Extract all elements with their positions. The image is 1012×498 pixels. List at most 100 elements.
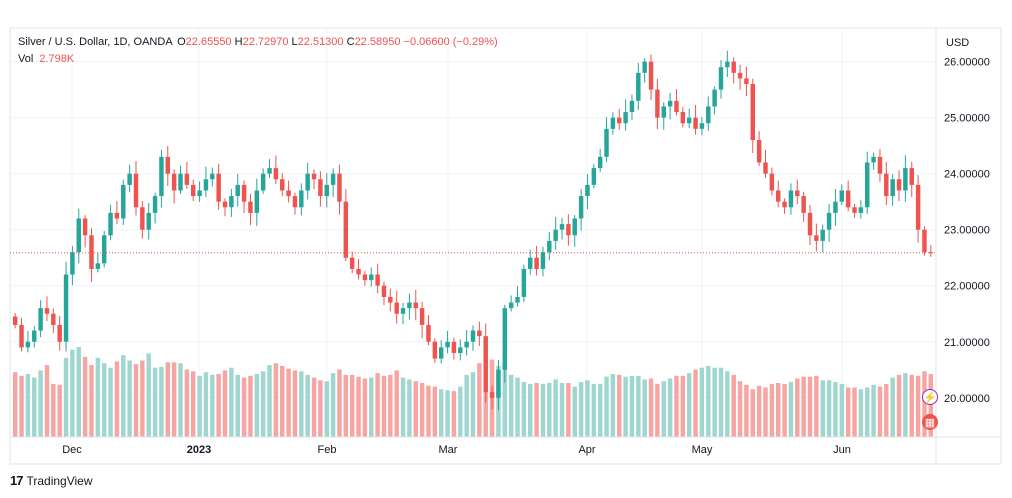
time-tick-label: Feb (318, 444, 337, 456)
vol-label[interactable]: Vol (18, 53, 34, 65)
volume-bar (782, 383, 787, 437)
volume-bar (597, 383, 603, 437)
branding-text: TradingView (26, 473, 93, 488)
candle-body (432, 341, 438, 359)
volume-bar (51, 383, 56, 437)
candle-body (763, 162, 768, 174)
volume-bar (127, 360, 132, 437)
candle-body (508, 302, 514, 309)
candle-body (280, 179, 285, 191)
price-axis[interactable]: 26.00000 25.00000 24.00000 23.00000 22.00000… (944, 57, 990, 405)
candle-body (820, 229, 825, 241)
candle-body (858, 207, 864, 213)
volume-bar (280, 365, 285, 437)
price-tick-label: 21.00000 (944, 337, 990, 349)
volume-bar (508, 374, 514, 437)
volume-bar (362, 378, 368, 437)
volume-bar (292, 370, 298, 437)
candle-body (140, 207, 145, 230)
volume-bar (807, 376, 813, 437)
volume-bar (19, 375, 24, 437)
volume-bar (706, 365, 711, 437)
price-tick-label: 23.00000 (944, 225, 990, 237)
volume-bar (95, 357, 101, 437)
candle-body (890, 179, 895, 197)
candle-body (814, 235, 819, 241)
volume-bar (515, 377, 520, 437)
volume-bar (25, 374, 31, 437)
candle-body (57, 324, 62, 342)
volume-bar (381, 375, 387, 437)
volume-bar (852, 387, 857, 437)
price-tick-label: 24.00000 (944, 169, 990, 181)
candle-body (184, 173, 190, 185)
tradingview-logo-icon: 17 (10, 473, 24, 488)
volume-bar (89, 365, 94, 437)
candle-body (578, 196, 584, 219)
volume-bar (57, 384, 62, 437)
candle-body (32, 330, 37, 342)
candle-body (216, 173, 221, 202)
volume-bar (661, 381, 666, 437)
volume-bar (241, 377, 247, 437)
volume-bar (744, 384, 749, 437)
candle-body (756, 140, 762, 163)
volume-bar (426, 385, 431, 437)
time-tick-label: Jun (833, 444, 851, 456)
candle-body (782, 201, 787, 208)
candle-body (178, 173, 183, 191)
volume-bar (502, 368, 508, 437)
volume-bar (229, 367, 234, 437)
candle-body (871, 156, 876, 163)
volume-bar (356, 376, 361, 437)
volume-bar (419, 383, 425, 437)
low-value: 22.51300 (297, 36, 344, 48)
candle-body (235, 184, 240, 197)
volume-bar (604, 376, 609, 437)
volume-bar (820, 380, 825, 437)
candle-body (146, 212, 151, 230)
volume-bar (712, 367, 717, 437)
volume-bar (318, 380, 323, 437)
tradingview-branding[interactable]: 17 TradingView (10, 473, 93, 488)
candle-body (903, 168, 908, 191)
candle-body (909, 168, 914, 185)
candle-body (775, 190, 781, 202)
candle-body (222, 201, 228, 208)
volume-bar (788, 382, 794, 437)
candle-body (197, 190, 202, 197)
volume-bar (528, 383, 533, 437)
volume-bar (610, 374, 616, 437)
volume-bar (114, 361, 120, 437)
candle-body (686, 117, 692, 124)
high-value: 22.72970 (242, 36, 289, 48)
volume-bar (534, 383, 539, 437)
volume-bar (699, 367, 705, 437)
volume-bar (750, 389, 756, 437)
candle-body (795, 190, 800, 197)
volume-bar (330, 373, 336, 437)
candle-body (528, 257, 533, 269)
candle-body (915, 184, 921, 230)
candle-body (260, 173, 266, 191)
volume-bar (642, 379, 647, 437)
volume-bar (884, 383, 889, 437)
candle-body (438, 347, 444, 359)
symbol-label[interactable]: Silver / U.S. Dollar, 1D, OANDA (18, 36, 173, 48)
candle-body (394, 302, 399, 314)
candle-body (655, 89, 660, 118)
flash-icon[interactable]: ⚡ (922, 389, 938, 405)
volume-bar (591, 383, 597, 437)
grid-lines (10, 28, 936, 437)
candle-body (617, 117, 622, 124)
volume-bar (826, 380, 832, 437)
volume-bar (693, 369, 698, 437)
candle-body (407, 302, 412, 309)
time-axis[interactable]: Dec 2023 Feb Mar Apr May Jun (62, 444, 851, 456)
calendar-icon[interactable]: ▦ (922, 414, 938, 430)
candle-body (330, 173, 336, 185)
candle-body (388, 296, 393, 303)
candle-body (203, 179, 209, 191)
candle-body (413, 302, 418, 309)
